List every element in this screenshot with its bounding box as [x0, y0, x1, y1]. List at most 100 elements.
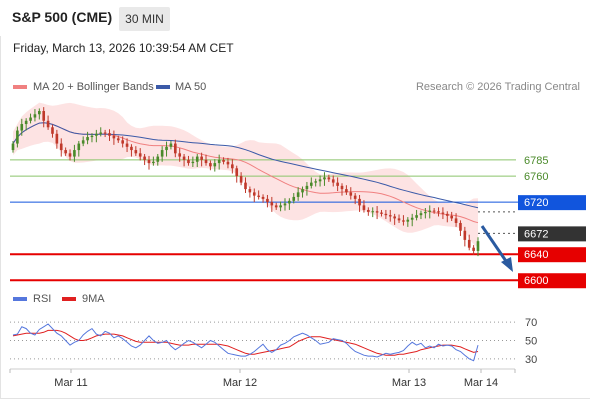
candle-body [353, 195, 357, 199]
candle-body [204, 159, 208, 164]
candle-body [463, 230, 467, 240]
candle-body [248, 189, 252, 193]
candle-body [244, 182, 247, 190]
candle-body [261, 196, 265, 199]
level-badge-text-6640: 6640 [524, 249, 548, 261]
ma50-legend-label: MA 50 [175, 81, 206, 93]
candle-body [231, 164, 234, 169]
candle-body [274, 205, 278, 208]
candle-body [64, 150, 67, 154]
rsi-ma-legend-swatch [62, 297, 76, 301]
candle-body [358, 198, 361, 206]
bollinger-band-layer [13, 102, 478, 248]
candlestick-layer [11, 107, 480, 257]
candle-body [103, 132, 107, 134]
candle-body [318, 179, 322, 182]
candle-body [73, 150, 76, 157]
candle-body [437, 211, 440, 213]
candle-body [16, 130, 19, 144]
candle-body [147, 159, 151, 164]
candle-body [235, 168, 239, 177]
chart-frame [0, 36, 590, 399]
rsi-legend-swatch [13, 297, 27, 301]
candle-body [108, 133, 111, 136]
candle-body [200, 156, 203, 160]
candle-body [340, 185, 344, 190]
candle-body [305, 185, 309, 190]
rsi-legend-label: RSI [33, 293, 51, 305]
candle-body [419, 213, 423, 216]
ma20-legend-swatch [13, 85, 27, 89]
candle-body [51, 127, 54, 134]
level-lines-layer [10, 159, 518, 282]
instrument-title: S&P 500 (CME) [12, 9, 113, 25]
candle-body [165, 146, 168, 151]
candle-body [301, 189, 304, 193]
candle-body [410, 217, 414, 220]
ma50-line [12, 122, 479, 209]
candle-body [314, 181, 318, 183]
candle-body [121, 140, 124, 144]
candle-body [20, 124, 24, 131]
x-tick-label: Mar 11 [54, 377, 87, 389]
level-badge-text-6600: 6600 [524, 275, 548, 287]
level-labels-layer: 6785 6760 6720 6672 6640 6600 [518, 155, 586, 289]
candle-body [380, 212, 383, 214]
candle-body [156, 156, 160, 162]
candle-body [292, 196, 296, 201]
candle-body [195, 156, 199, 162]
candle-body [257, 195, 260, 197]
candle-body [217, 159, 221, 164]
candle-body [432, 210, 436, 212]
candle-body [266, 198, 269, 203]
candle-body [213, 163, 217, 167]
candle-body [222, 159, 225, 162]
candle-body [362, 205, 366, 210]
candle-body [99, 132, 103, 134]
candle-body [239, 176, 243, 183]
level-badge-text-6672: 6672 [524, 228, 548, 240]
candle-body [415, 215, 418, 218]
x-tick-label: Mar 12 [223, 377, 257, 389]
candle-body [182, 156, 186, 160]
candle-body [77, 143, 81, 151]
candle-body [191, 161, 195, 164]
candle-body [130, 146, 133, 151]
candle-body [323, 177, 326, 180]
candle-body [288, 200, 291, 204]
candle-body [46, 120, 50, 128]
credit-text: Research © 2026 Trading Central [416, 81, 580, 93]
candle-body [397, 218, 401, 221]
candle-body [252, 192, 256, 196]
candle-body [406, 219, 410, 222]
level-badge-text-6720: 6720 [524, 197, 548, 209]
candle-body [283, 203, 287, 206]
candle-body [384, 213, 388, 216]
candle-body [375, 211, 379, 213]
candle-body [388, 215, 392, 217]
candle-body [476, 241, 480, 251]
candle-body [160, 150, 164, 157]
candle-body [345, 189, 348, 193]
candle-body [152, 161, 155, 164]
level-label-6785: 6785 [524, 155, 548, 167]
candle-body [209, 163, 212, 167]
candle-body [327, 177, 331, 180]
x-tick-label: Mar 14 [464, 377, 498, 389]
candle-body [450, 215, 453, 219]
interval-button[interactable]: 30 MIN [119, 7, 170, 31]
candle-body [134, 150, 138, 154]
rsi-ma-legend-label: 9MA [82, 293, 105, 305]
level-badge-6672 [518, 226, 586, 242]
forecast-arrow-line [480, 225, 510, 265]
candle-body [459, 222, 462, 231]
x-tick-label: Mar 13 [392, 377, 426, 389]
candle-body [445, 213, 449, 216]
candle-body [472, 247, 475, 251]
candle-body [393, 216, 396, 219]
candle-body [309, 182, 313, 186]
candle-body [55, 133, 59, 144]
level-badge-6640 [518, 247, 586, 263]
ma20-legend-label: MA 20 + Bollinger Bands [33, 81, 154, 93]
